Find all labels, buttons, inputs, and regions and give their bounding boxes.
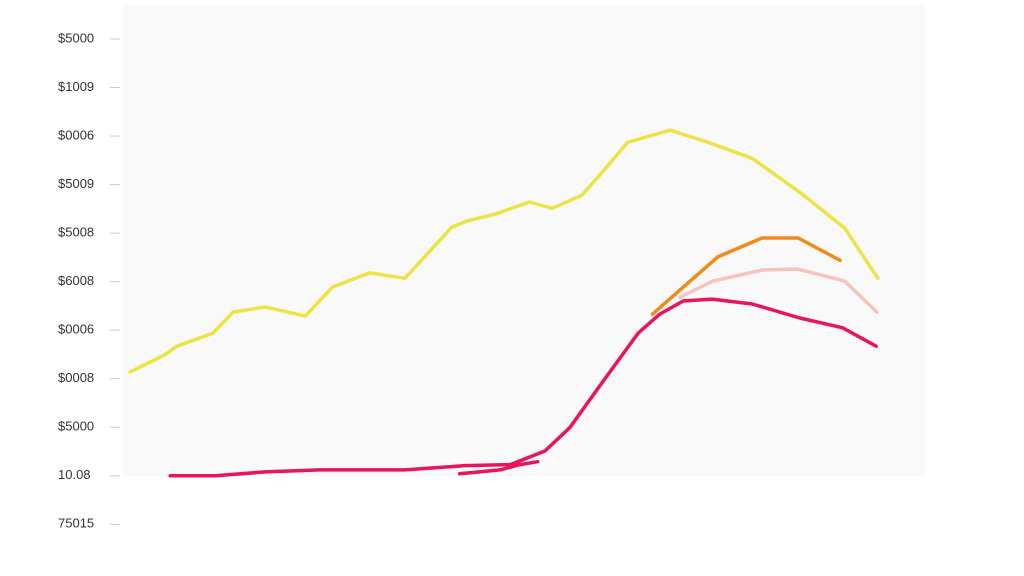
y-tick-label: $6008	[58, 273, 94, 288]
y-tick-label: $5000	[58, 30, 94, 45]
series-line	[650, 236, 842, 316]
y-tick-label: $5000	[58, 419, 94, 434]
y-tick-label: $1009	[58, 79, 94, 94]
series-line	[168, 297, 878, 478]
y-tick-label: 75015	[58, 516, 94, 531]
plot-area	[122, 5, 926, 476]
series-line	[128, 128, 880, 374]
y-tick-label: $5008	[58, 225, 94, 240]
y-tick-label: $0006	[58, 322, 94, 337]
y-tick-label: 10.08	[58, 467, 91, 482]
y-tick-label: $0008	[58, 370, 94, 385]
y-tick-label: $0006	[58, 127, 94, 142]
series-line	[457, 459, 540, 476]
y-tick-label: $5009	[58, 176, 94, 191]
series-line	[678, 267, 879, 314]
